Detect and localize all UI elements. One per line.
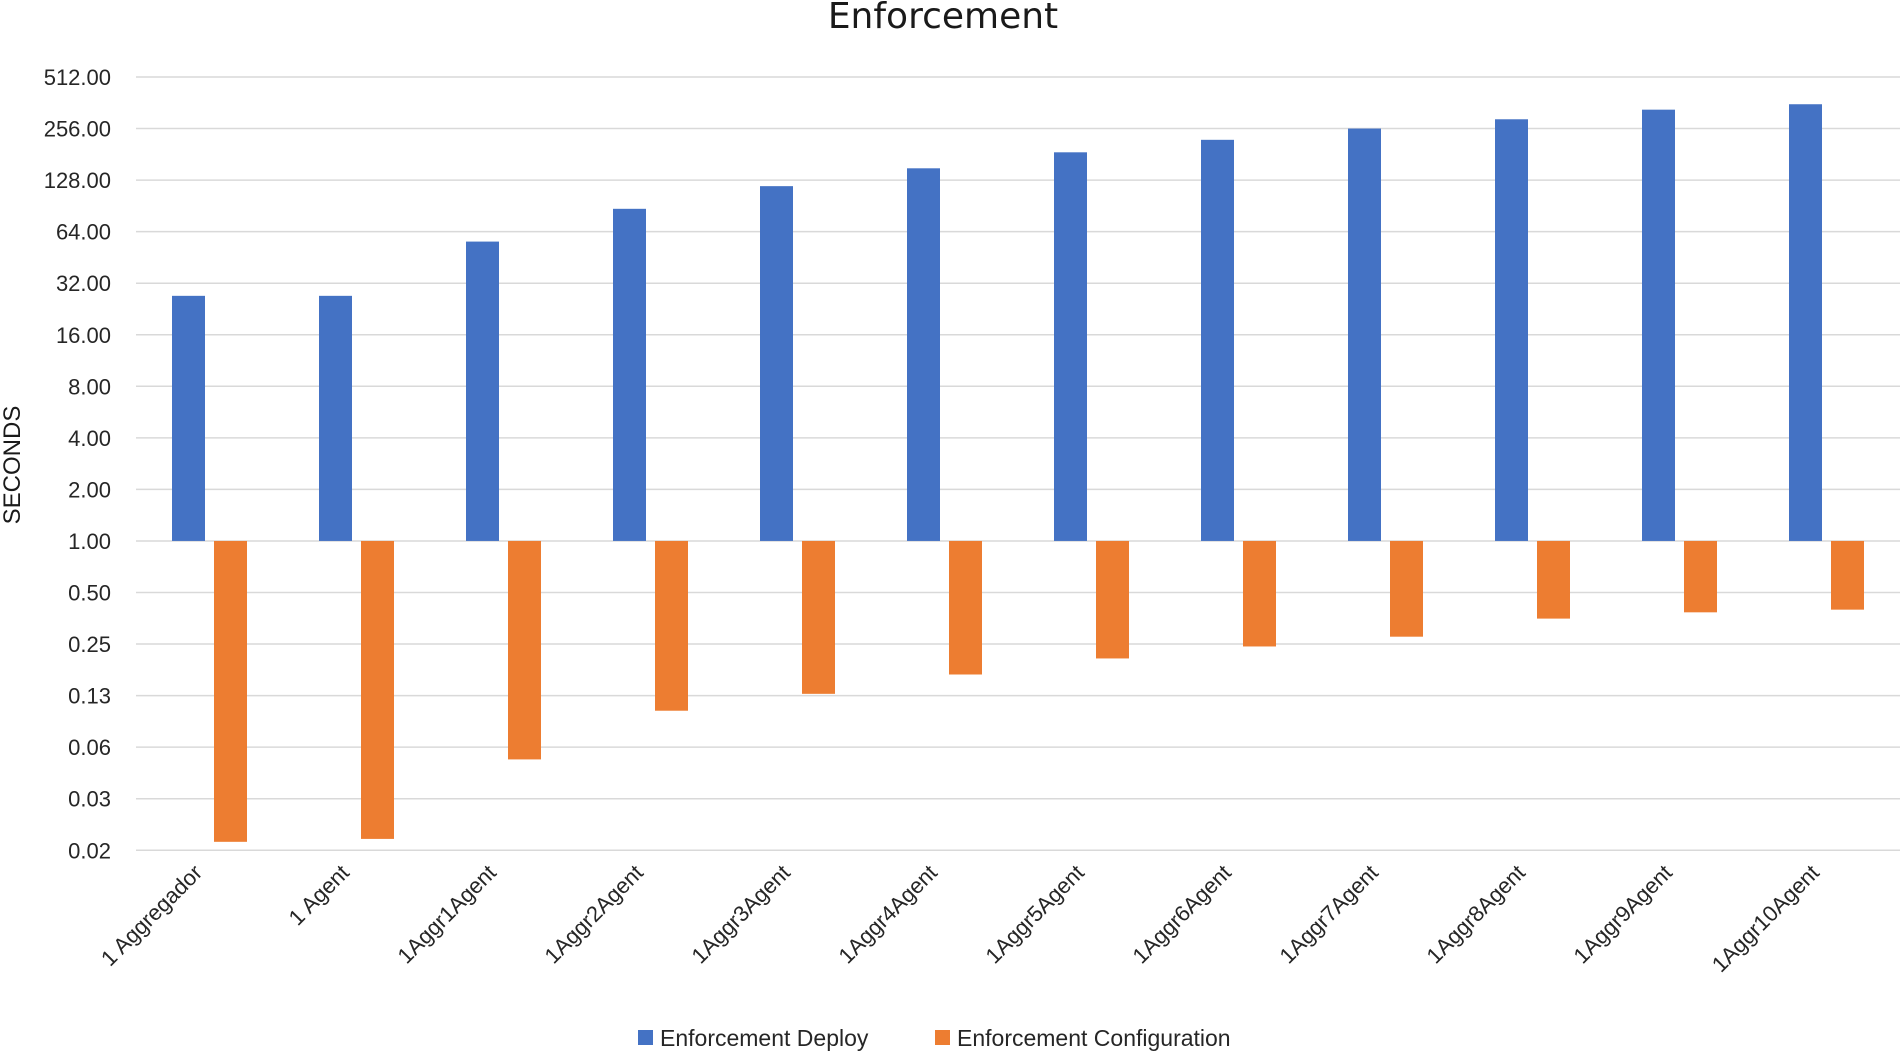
y-tick-label: 64.00 (56, 220, 111, 245)
legend-label-deploy: Enforcement Deploy (660, 1025, 869, 1051)
x-tick-label: 1 Agent (284, 860, 354, 930)
bar-deploy-3 (613, 208, 646, 541)
y-tick-label: 512.00 (44, 65, 111, 90)
bar-configuration-6 (1096, 540, 1129, 659)
bar-configuration-2 (508, 540, 541, 760)
bar-deploy-5 (907, 168, 940, 541)
legend-label-configuration: Enforcement Configuration (957, 1025, 1231, 1051)
y-tick-label: 8.00 (68, 374, 111, 399)
gridlines (136, 76, 1900, 851)
bar-deploy-7 (1201, 139, 1234, 541)
x-tick-label: 1Aggr6Agent (1128, 860, 1236, 968)
bar-configuration-5 (949, 540, 982, 675)
x-tick-label: 1Aggr1Agent (393, 860, 501, 968)
y-tick-label: 256.00 (44, 117, 111, 142)
x-tick-label: 1Aggr3Agent (687, 860, 795, 968)
bar-configuration-10 (1684, 540, 1717, 613)
x-tick-label: 1Aggr8Agent (1422, 860, 1530, 968)
y-tick-label: 4.00 (68, 426, 111, 451)
bar-configuration-1 (361, 540, 394, 839)
legend-swatch-configuration (935, 1030, 950, 1045)
x-tick-label: 1Aggr10Agent (1707, 860, 1824, 977)
x-axis-ticks: 1 Aggregador 1 Agent 1Aggr1Agent 1Aggr2Agen… (96, 860, 1824, 977)
bar-configuration-0 (214, 540, 247, 842)
bar-deploy-1 (319, 295, 352, 541)
bar-configuration-8 (1390, 540, 1423, 637)
bar-deploy-11 (1789, 104, 1822, 541)
x-tick-label: 1Aggr7Agent (1275, 860, 1383, 968)
y-tick-label: 32.00 (56, 271, 111, 296)
y-tick-label: 16.00 (56, 323, 111, 348)
bar-configuration-11 (1831, 540, 1864, 610)
bar-deploy-2 (466, 241, 499, 541)
y-tick-label: 128.00 (44, 168, 111, 193)
y-tick-label: 1.00 (68, 529, 111, 554)
x-tick-label: 1Aggr9Agent (1569, 860, 1677, 968)
bar-deploy-0 (172, 295, 205, 541)
bar-deploy-4 (760, 186, 793, 541)
legend-swatch-deploy (638, 1030, 653, 1045)
bar-configuration-3 (655, 540, 688, 711)
y-tick-label: 0.06 (68, 735, 111, 760)
bar-configuration-9 (1537, 540, 1570, 619)
bar-configuration-4 (802, 540, 835, 694)
y-axis-ticks: 512.00 256.00 128.00 64.00 32.00 16.00 8.00 4.0… (44, 65, 111, 863)
x-tick-label: 1 Aggregador (96, 860, 207, 971)
x-tick-label: 1Aggr4Agent (834, 860, 942, 968)
y-tick-label: 0.25 (68, 632, 111, 657)
y-tick-label: 0.13 (68, 684, 111, 709)
chart-title: Enforcement (828, 0, 1058, 37)
bar-deploy-6 (1054, 152, 1087, 541)
y-tick-label: 0.03 (68, 787, 111, 812)
x-tick-label: 1Aggr2Agent (540, 860, 648, 968)
y-tick-label: 0.50 (68, 581, 111, 606)
y-axis-label: SECONDS (0, 406, 26, 525)
bar-deploy-10 (1642, 109, 1675, 541)
bar-configuration-7 (1243, 540, 1276, 647)
x-tick-label: 1Aggr5Agent (981, 860, 1089, 968)
bar-deploy-9 (1495, 119, 1528, 541)
legend: Enforcement Deploy Enforcement Configurat… (638, 1025, 1231, 1051)
bars (172, 104, 1864, 842)
bar-deploy-8 (1348, 128, 1381, 541)
y-tick-label: 2.00 (68, 477, 111, 502)
y-tick-label: 0.02 (68, 838, 111, 863)
